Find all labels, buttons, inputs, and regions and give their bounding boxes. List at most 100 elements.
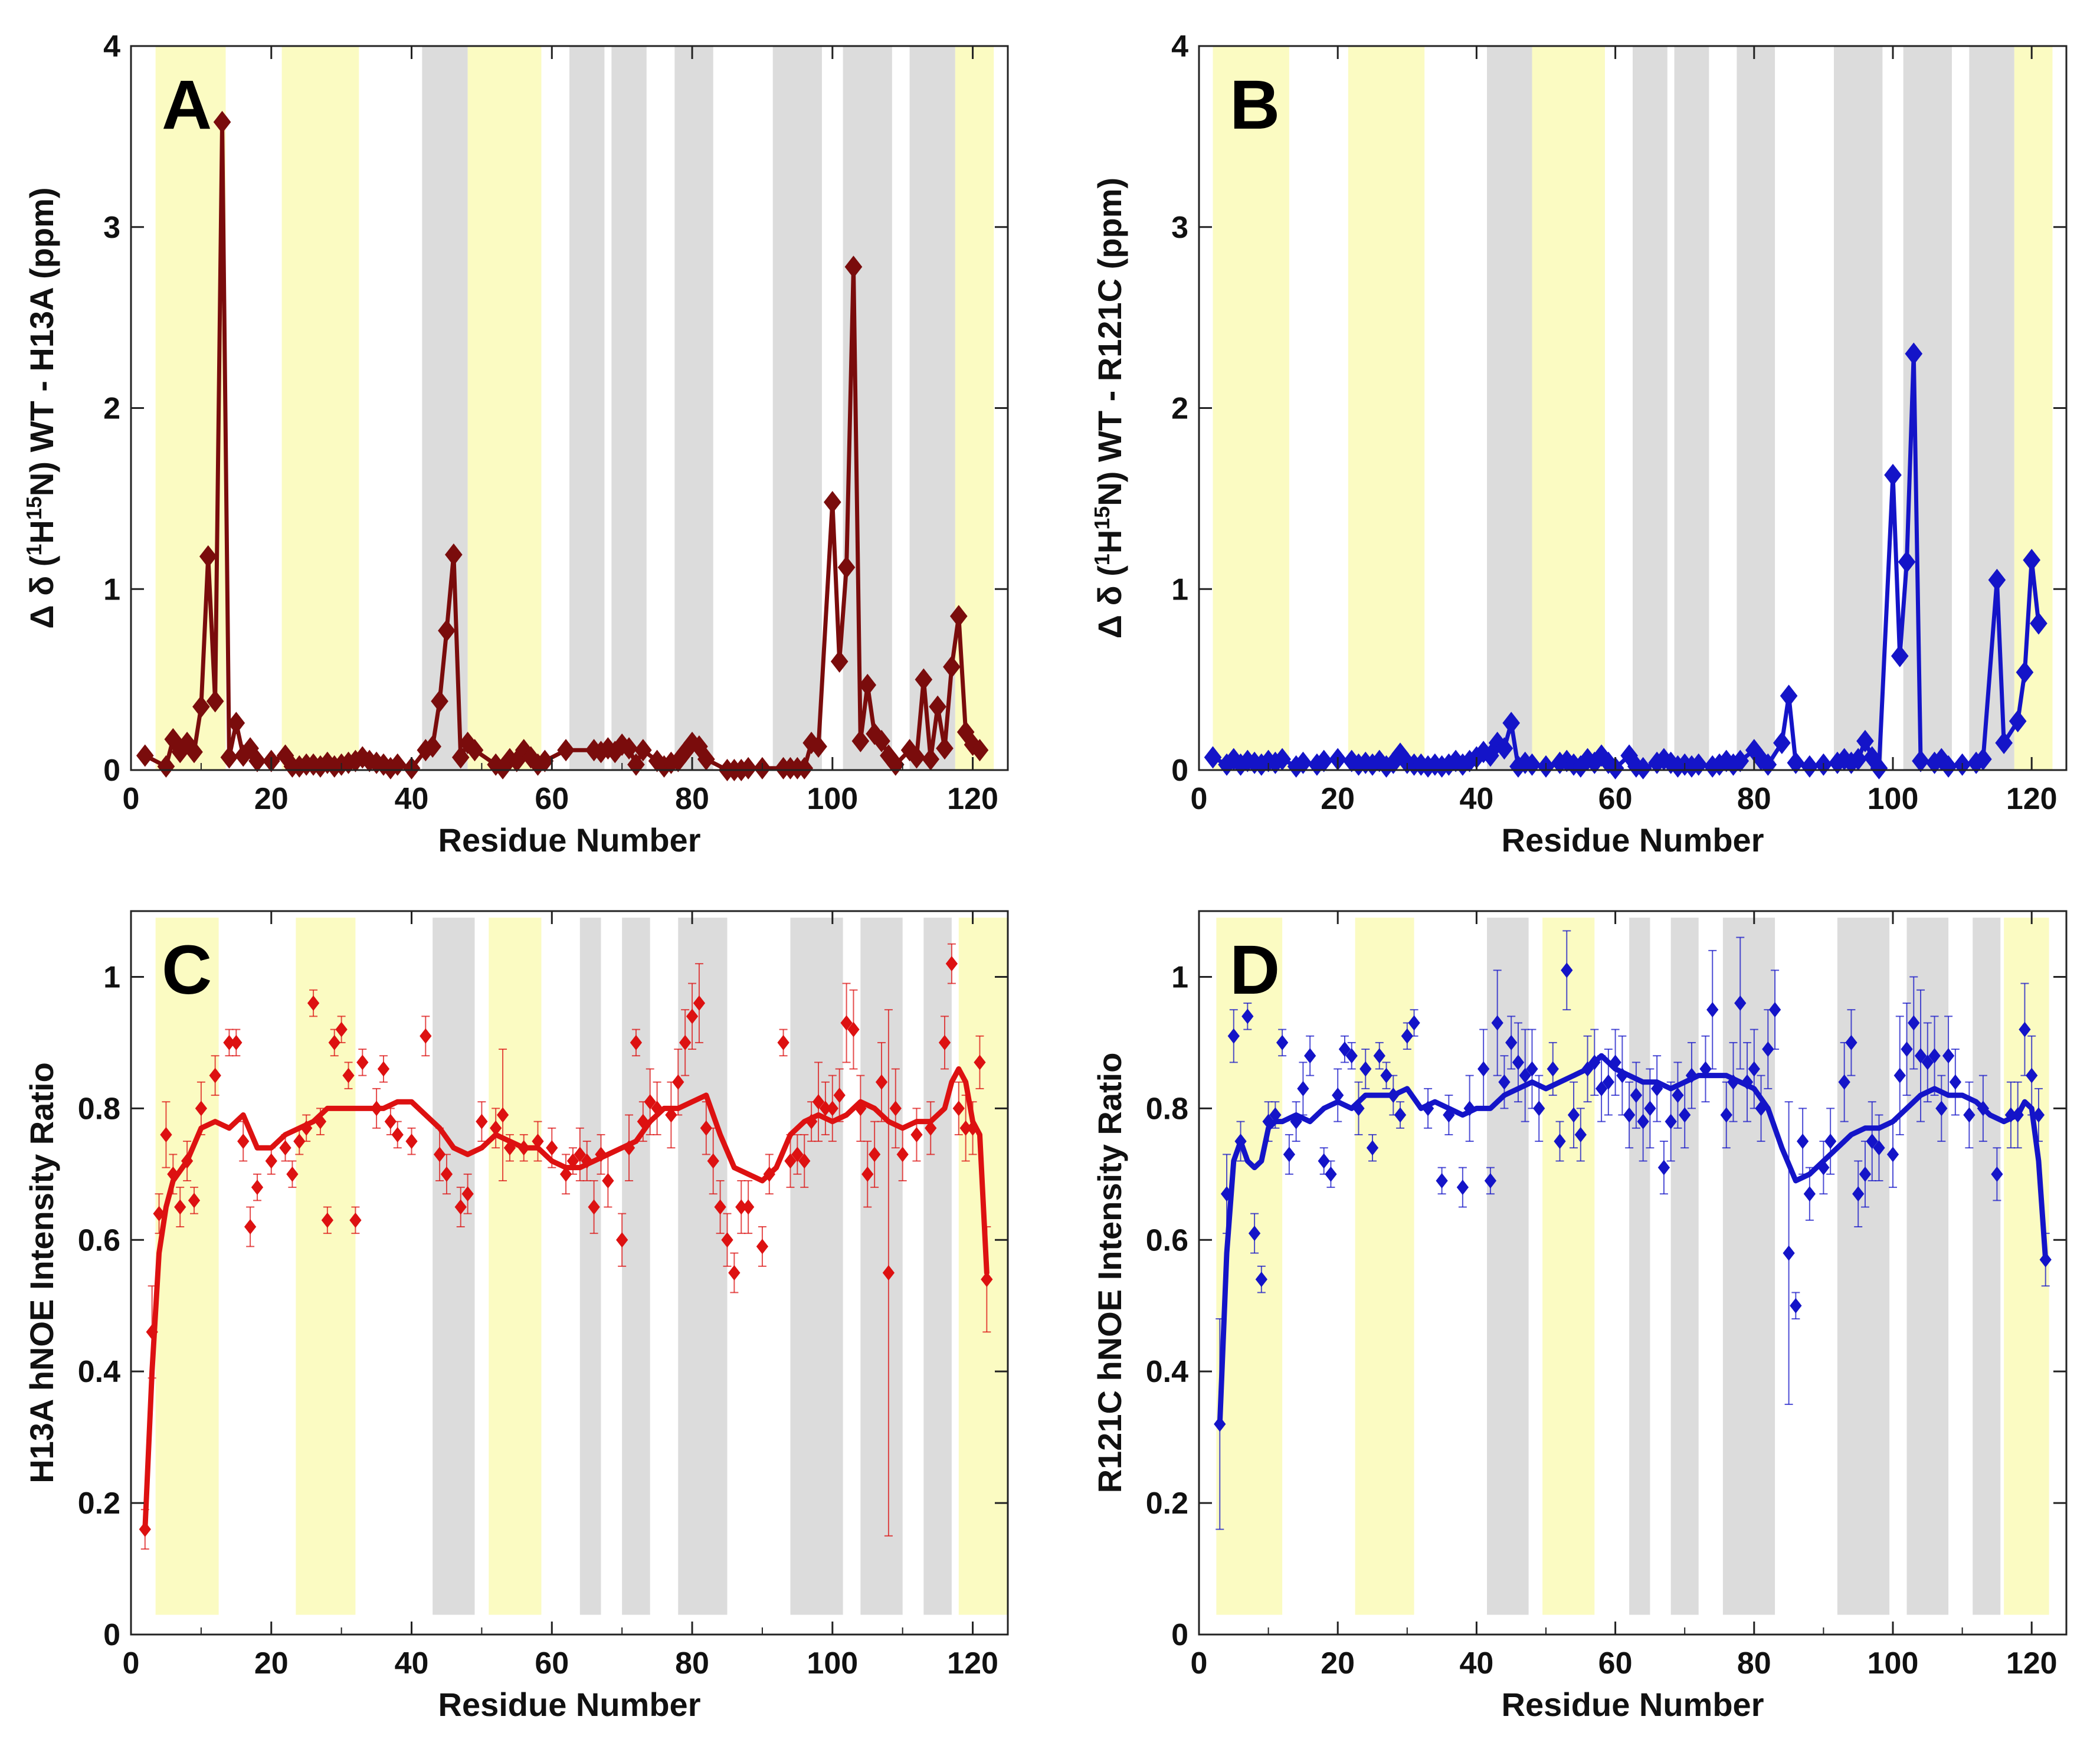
data-point <box>1526 1061 1538 1077</box>
panel-a: 0 20 40 60 80 100 120 0 1 2 3 4 A Residue Number Δ … <box>22 30 1009 859</box>
data-point <box>536 749 554 772</box>
x-tick-label: 100 <box>1868 782 1919 816</box>
data-point <box>420 1028 432 1044</box>
y-tick-label: 4 <box>1171 30 1188 64</box>
data-point <box>220 746 238 769</box>
data-point <box>188 1193 201 1208</box>
region-helix-4 <box>1542 918 1595 1615</box>
data-point <box>356 1054 369 1070</box>
data-point <box>1711 753 1728 776</box>
region-helix-11 <box>958 918 1008 1615</box>
data-point <box>1574 1126 1587 1142</box>
data-point <box>1734 995 1747 1011</box>
data-point <box>1727 1074 1739 1090</box>
data-point <box>431 690 448 713</box>
x-tick-label: 40 <box>395 782 429 816</box>
region-strand-6 <box>1670 918 1699 1615</box>
data-point <box>1748 1061 1760 1077</box>
data-point <box>795 756 814 779</box>
data-point <box>1338 1041 1351 1057</box>
data-point <box>679 1034 692 1050</box>
data-point <box>791 1147 804 1162</box>
panel-c-x-axis-label: Residue Number <box>438 1686 701 1723</box>
panel-b-y-axis-label: Δ δ (1H15N) WT - R121C (ppm) <box>1090 178 1129 638</box>
x-tick-label: 100 <box>807 1646 858 1681</box>
data-point <box>237 1134 250 1149</box>
data-point <box>388 753 407 776</box>
data-point <box>1731 749 1750 772</box>
region-helix-2 <box>1355 918 1414 1615</box>
x-tick-label: 120 <box>947 782 998 816</box>
data-point <box>1547 1061 1559 1077</box>
data-point <box>1227 1028 1240 1044</box>
data-point <box>1262 1113 1275 1129</box>
x-tick-label: 60 <box>1598 782 1633 816</box>
data-point <box>1870 756 1888 779</box>
data-point <box>230 1034 243 1050</box>
data-point <box>889 1101 902 1116</box>
panel-d-points <box>1214 962 2052 1432</box>
data-point <box>868 1147 881 1162</box>
data-point <box>1436 1172 1448 1188</box>
x-tick-label: 120 <box>947 1646 998 1681</box>
panel-a-letter: A <box>162 66 212 144</box>
data-point <box>945 956 958 972</box>
data-point <box>1460 749 1479 772</box>
region-helix-4 <box>467 46 542 770</box>
data-point <box>174 1199 186 1215</box>
data-point <box>319 751 336 774</box>
region-helix-11 <box>2004 918 2049 1615</box>
data-point <box>830 650 848 673</box>
data-point <box>938 1034 951 1050</box>
data-point <box>279 1140 291 1156</box>
data-point <box>700 1120 712 1136</box>
data-point <box>1706 1002 1719 1018</box>
data-point <box>630 1034 643 1050</box>
data-point <box>1905 342 1923 365</box>
y-tick-label: 2 <box>103 392 120 426</box>
data-point <box>1914 1048 1927 1064</box>
x-tick-label: 0 <box>1191 782 1208 816</box>
data-point <box>1533 1101 1545 1116</box>
region-helix-1 <box>1213 46 1289 770</box>
data-point <box>1554 1134 1566 1149</box>
data-point <box>634 739 652 762</box>
data-point <box>823 491 841 514</box>
x-tick-label: 80 <box>1737 782 1771 816</box>
data-point <box>861 1166 874 1182</box>
data-point <box>496 1107 509 1123</box>
data-point <box>384 1113 397 1129</box>
data-point <box>1630 1088 1643 1103</box>
data-point <box>2023 549 2041 572</box>
data-point <box>1318 1153 1330 1169</box>
x-tick-label: 100 <box>807 782 858 816</box>
region-strand-7 <box>674 46 713 770</box>
panel-a-x-axis-label: Residue Number <box>438 821 701 859</box>
x-tick-label: 80 <box>675 782 709 816</box>
data-point <box>616 1232 628 1248</box>
region-helix-4 <box>1532 46 1605 770</box>
data-point <box>1755 1101 1767 1116</box>
panel-c: 0 20 40 60 80 100 120 0 0.2 0.4 0.6 0.8 1 C Residue … <box>23 910 1009 1723</box>
x-tick-label: 20 <box>254 1646 289 1681</box>
data-point <box>1842 751 1860 774</box>
data-point <box>1484 1172 1497 1188</box>
y-tick-label: 0 <box>103 1618 120 1652</box>
data-point <box>1644 1101 1656 1116</box>
data-point <box>451 746 470 769</box>
data-point <box>756 1239 769 1255</box>
data-point <box>1699 1061 1712 1077</box>
data-point <box>461 1186 474 1202</box>
data-point <box>342 1067 355 1083</box>
data-point <box>693 995 706 1011</box>
y-tick-label: 0.6 <box>78 1223 120 1257</box>
data-point <box>1477 1061 1490 1077</box>
data-point <box>1273 748 1291 771</box>
data-point <box>826 1101 838 1116</box>
data-point <box>1859 1166 1872 1182</box>
data-point <box>971 739 989 762</box>
data-point <box>588 1199 600 1215</box>
data-point <box>728 1265 741 1280</box>
data-point <box>925 1120 937 1136</box>
data-point <box>532 1134 544 1149</box>
